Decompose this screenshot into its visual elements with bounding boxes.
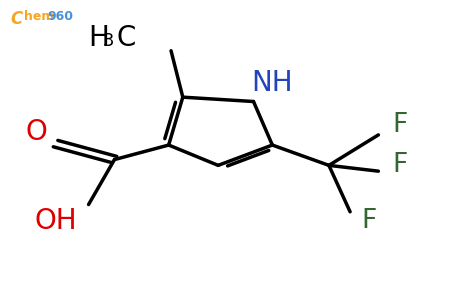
Text: NH: NH (252, 69, 293, 97)
Text: O: O (26, 118, 47, 146)
Text: hem: hem (24, 10, 55, 23)
Text: 960: 960 (47, 10, 73, 23)
Text: OH: OH (34, 207, 77, 234)
Text: H: H (89, 24, 109, 52)
Text: C: C (117, 24, 136, 52)
Text: F: F (361, 207, 376, 234)
Text: F: F (392, 112, 407, 138)
Text: F: F (392, 152, 407, 178)
Text: C: C (11, 10, 23, 28)
Text: 3: 3 (103, 33, 114, 50)
